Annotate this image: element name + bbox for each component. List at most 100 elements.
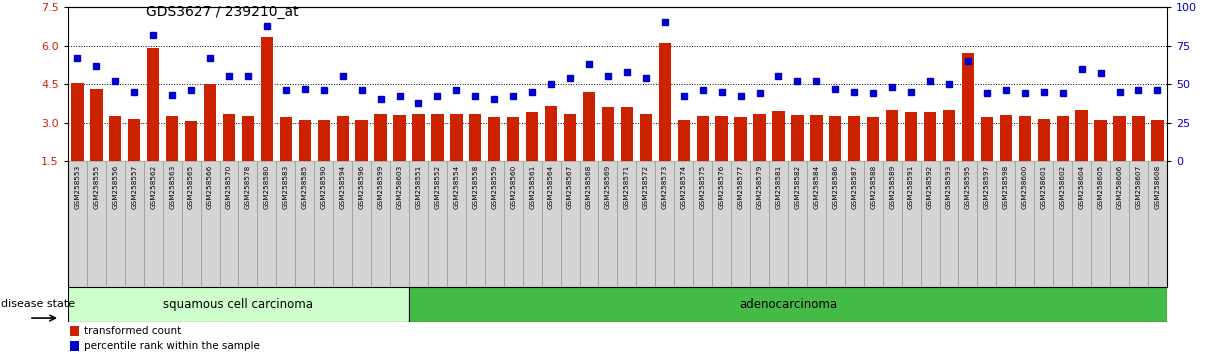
Text: GSM258580: GSM258580 [264, 165, 269, 209]
Bar [391, 161, 409, 287]
Text: GSM258565: GSM258565 [188, 165, 194, 209]
Bar [1129, 161, 1147, 287]
Bar [788, 161, 807, 287]
Bar [90, 89, 103, 161]
Text: GDS3627 / 239210_at: GDS3627 / 239210_at [146, 5, 298, 19]
Bar [1092, 161, 1110, 287]
Bar [864, 161, 883, 287]
Text: GSM258591: GSM258591 [909, 165, 915, 209]
Bar [883, 161, 901, 287]
Text: GSM258553: GSM258553 [74, 165, 80, 209]
Bar [277, 161, 295, 287]
Text: GSM258555: GSM258555 [93, 165, 99, 209]
Text: GSM258567: GSM258567 [566, 165, 573, 209]
Text: GSM258605: GSM258605 [1098, 165, 1104, 209]
Bar [905, 112, 917, 161]
Bar [355, 120, 368, 161]
Text: GSM258606: GSM258606 [1116, 165, 1122, 209]
Text: GSM258572: GSM258572 [643, 165, 649, 209]
Text: GSM258582: GSM258582 [795, 165, 801, 209]
Bar [375, 114, 387, 161]
Text: GSM258559: GSM258559 [491, 165, 497, 209]
Bar [621, 107, 633, 161]
Text: GSM258583: GSM258583 [283, 165, 289, 209]
Bar [981, 118, 993, 161]
Bar [750, 161, 769, 287]
Bar [639, 114, 653, 161]
Bar [428, 161, 446, 287]
Bar [773, 111, 785, 161]
Bar [844, 161, 864, 287]
Bar [68, 287, 409, 322]
Bar [940, 161, 958, 287]
Bar [163, 161, 182, 287]
Bar [674, 161, 693, 287]
Bar [602, 107, 614, 161]
Bar [200, 161, 220, 287]
Text: GSM258571: GSM258571 [623, 165, 630, 209]
Bar [1037, 119, 1050, 161]
Bar [261, 36, 273, 161]
Text: GSM258570: GSM258570 [226, 165, 232, 209]
Bar [712, 161, 731, 287]
Bar [125, 161, 143, 287]
Text: disease state: disease state [1, 299, 75, 309]
Bar [432, 114, 444, 161]
Text: GSM258576: GSM258576 [718, 165, 724, 209]
Bar [488, 118, 501, 161]
Bar [958, 161, 978, 287]
Text: GSM258551: GSM258551 [416, 165, 421, 209]
Bar [295, 161, 314, 287]
Bar [734, 118, 747, 161]
Bar [1076, 110, 1088, 161]
Bar [106, 161, 125, 287]
Text: GSM258593: GSM258593 [946, 165, 952, 209]
Bar [598, 161, 617, 287]
Bar [334, 161, 352, 287]
Bar [1151, 120, 1163, 161]
Bar [753, 114, 765, 161]
Bar [184, 121, 198, 161]
Bar [352, 161, 371, 287]
Bar [241, 116, 254, 161]
Text: GSM258578: GSM258578 [245, 165, 251, 209]
Bar [580, 161, 598, 287]
Text: GSM258590: GSM258590 [320, 165, 326, 209]
Bar [412, 114, 425, 161]
Text: GSM258568: GSM258568 [586, 165, 592, 209]
Text: GSM258603: GSM258603 [397, 165, 403, 209]
Bar [791, 115, 803, 161]
Text: GSM258600: GSM258600 [1021, 165, 1027, 209]
Text: GSM258595: GSM258595 [966, 165, 970, 209]
Bar [1057, 116, 1069, 161]
Bar [450, 114, 462, 161]
Bar [1000, 115, 1012, 161]
Bar [143, 161, 163, 287]
Text: GSM258594: GSM258594 [340, 165, 346, 209]
Text: GSM258566: GSM258566 [207, 165, 213, 209]
Bar [523, 161, 542, 287]
Bar [617, 161, 637, 287]
Bar [943, 110, 955, 161]
Bar [810, 115, 822, 161]
Text: GSM258562: GSM258562 [150, 165, 156, 209]
Bar [545, 106, 557, 161]
Bar [314, 161, 334, 287]
Text: GSM258569: GSM258569 [605, 165, 611, 209]
Text: GSM258588: GSM258588 [870, 165, 876, 209]
Bar [469, 114, 482, 161]
Text: GSM258554: GSM258554 [454, 165, 460, 209]
Bar [921, 161, 940, 287]
Bar [582, 92, 596, 161]
Text: adenocarcinoma: adenocarcinoma [739, 298, 837, 311]
Bar [371, 161, 391, 287]
Bar [507, 118, 519, 161]
Bar [693, 161, 712, 287]
Bar [1015, 161, 1035, 287]
Bar [769, 161, 788, 287]
Bar [466, 161, 485, 287]
Bar [223, 114, 235, 161]
Bar [409, 161, 428, 287]
Text: GSM258574: GSM258574 [680, 165, 687, 209]
Text: transformed count: transformed count [84, 326, 181, 336]
